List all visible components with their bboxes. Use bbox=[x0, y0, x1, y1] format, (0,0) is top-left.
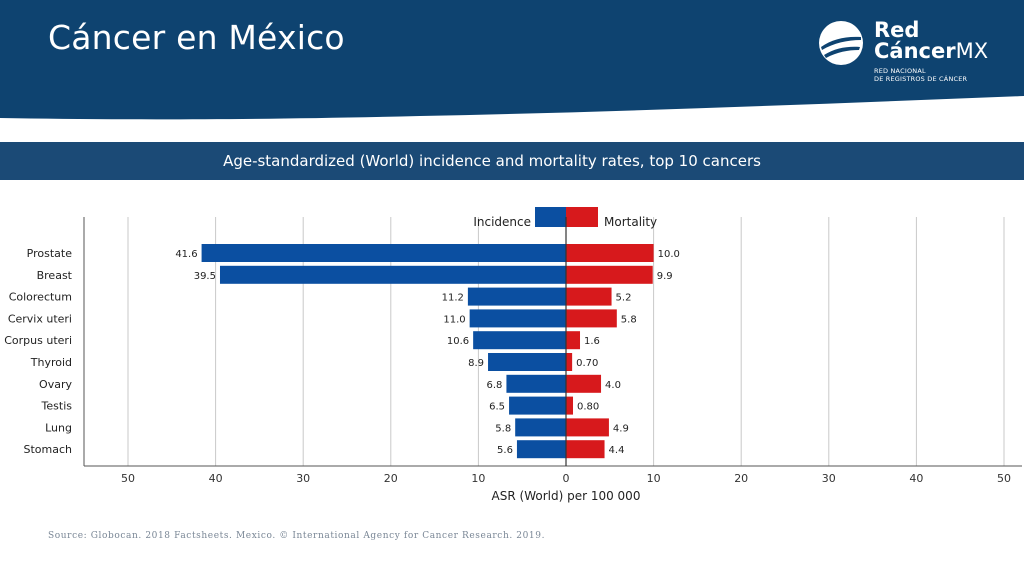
page-title: Cáncer en México bbox=[48, 18, 345, 57]
bar-incidence bbox=[473, 331, 566, 350]
x-tick-label: 20 bbox=[734, 472, 748, 485]
category-label: Breast bbox=[37, 269, 73, 282]
bar-mortality bbox=[566, 331, 581, 350]
source-citation: Source: Globocan. 2018 Factsheets. Mexic… bbox=[48, 531, 546, 541]
bar-incidence bbox=[509, 396, 566, 415]
bar-mortality bbox=[566, 440, 605, 459]
category-label: Thyroid bbox=[30, 356, 72, 369]
red-cancer-mx-logo: Red CáncerMX RED NACIONAL DE REGISTROS D… bbox=[818, 20, 1008, 90]
data-label-mortality: 4.9 bbox=[613, 423, 629, 434]
logo-subtitle-line1: RED NACIONAL bbox=[874, 67, 926, 75]
category-label: Cervix uteri bbox=[8, 312, 72, 325]
data-label-incidence: 5.8 bbox=[495, 423, 511, 434]
data-label-mortality: 4.0 bbox=[605, 380, 621, 391]
logo-name-mx: MX bbox=[955, 39, 989, 63]
logo-circle-icon bbox=[819, 21, 863, 65]
x-tick-label: 0 bbox=[563, 472, 570, 485]
x-tick-label: 30 bbox=[296, 472, 310, 485]
data-label-mortality: 1.6 bbox=[584, 336, 600, 347]
bar-mortality bbox=[566, 265, 653, 284]
bar-incidence bbox=[516, 440, 566, 459]
category-label: Lung bbox=[45, 421, 72, 434]
data-label-incidence: 8.9 bbox=[468, 358, 484, 369]
data-label-incidence: 39.5 bbox=[194, 271, 216, 282]
logo-wordmark: Red CáncerMX bbox=[874, 20, 988, 62]
data-label-mortality: 5.8 bbox=[621, 314, 637, 325]
x-tick-label: 20 bbox=[384, 472, 398, 485]
header-background bbox=[0, 0, 1024, 120]
data-label-mortality: 9.9 bbox=[657, 271, 673, 282]
legend-swatch-mortality bbox=[566, 207, 598, 227]
data-label-mortality: 0.80 bbox=[577, 402, 599, 413]
logo-name-line1: Red bbox=[874, 18, 920, 42]
legend-label-incidence: Incidence bbox=[473, 215, 531, 229]
logo-subtitle: RED NACIONAL DE REGISTROS DE CÁNCER bbox=[874, 67, 967, 83]
category-label: Testis bbox=[41, 400, 73, 413]
bar-incidence bbox=[467, 287, 566, 306]
data-label-incidence: 11.2 bbox=[442, 293, 464, 304]
bar-incidence bbox=[488, 353, 566, 371]
category-label: Colorectum bbox=[9, 291, 72, 304]
data-label-incidence: 11.0 bbox=[443, 314, 465, 325]
data-label-incidence: 10.6 bbox=[447, 336, 469, 347]
data-label-incidence: 5.6 bbox=[497, 445, 513, 456]
category-label: Stomach bbox=[23, 443, 72, 456]
x-tick-label: 10 bbox=[471, 472, 485, 485]
data-label-mortality: 0.70 bbox=[576, 358, 598, 369]
x-tick-label: 50 bbox=[997, 472, 1011, 485]
bar-mortality bbox=[566, 287, 612, 306]
bar-mortality bbox=[566, 396, 574, 415]
x-tick-label: 30 bbox=[822, 472, 836, 485]
bar-incidence bbox=[201, 244, 567, 262]
logo-name-cancer: Cáncer bbox=[874, 39, 956, 63]
data-label-mortality: 4.4 bbox=[609, 445, 625, 456]
header-banner: Cáncer en México Red CáncerMX RED NACION… bbox=[0, 0, 1024, 125]
bar-mortality bbox=[566, 418, 609, 437]
bar-mortality bbox=[566, 374, 602, 393]
chart-title: Age-standardized (World) incidence and m… bbox=[223, 152, 761, 170]
bar-incidence bbox=[219, 265, 567, 284]
bar-mortality bbox=[566, 244, 654, 262]
data-label-incidence: 41.6 bbox=[175, 249, 197, 260]
bar-mortality bbox=[566, 309, 617, 328]
x-tick-label: 10 bbox=[647, 472, 661, 485]
data-label-incidence: 6.8 bbox=[487, 380, 503, 391]
logo-subtitle-line2: DE REGISTROS DE CÁNCER bbox=[874, 75, 968, 83]
x-tick-label: 40 bbox=[209, 472, 223, 485]
legend-label-mortality: Mortality bbox=[604, 215, 657, 229]
chart-title-band: Age-standardized (World) incidence and m… bbox=[0, 142, 1024, 180]
incidence-mortality-chart: 50 40 30 20 10 0 10 20 30 40 50 ASR (World) per 100… bbox=[4, 207, 1022, 503]
bar-incidence bbox=[469, 309, 566, 328]
bar-incidence bbox=[506, 374, 566, 393]
data-label-mortality: 10.0 bbox=[658, 249, 680, 260]
data-label-mortality: 5.2 bbox=[616, 293, 632, 304]
bar-incidence bbox=[515, 418, 566, 437]
x-axis-label: ASR (World) per 100 000 bbox=[492, 489, 641, 503]
category-label: Prostate bbox=[27, 247, 73, 260]
category-label: Ovary bbox=[39, 378, 72, 391]
data-label-incidence: 6.5 bbox=[489, 402, 505, 413]
bar-mortality bbox=[566, 353, 573, 371]
legend-swatch-incidence bbox=[535, 207, 566, 227]
x-tick-label: 40 bbox=[909, 472, 923, 485]
x-tick-label: 50 bbox=[121, 472, 135, 485]
category-label: Corpus uteri bbox=[4, 334, 72, 347]
